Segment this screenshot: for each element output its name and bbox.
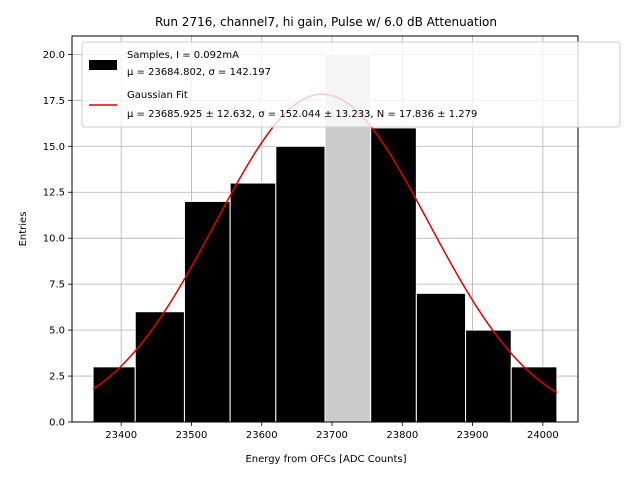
x-tick-label: 23900 [457, 430, 489, 441]
y-tick-label: 10.0 [43, 234, 65, 245]
histogram-bar [415, 292, 467, 423]
x-tick-label: 23600 [246, 430, 278, 441]
plot-frame [71, 35, 579, 423]
x-axis-ticks: 23400 23500 23600 23700 23800 23900 24000 [105, 422, 559, 441]
histogram-bar [229, 182, 277, 423]
x-tick-label: 24000 [527, 430, 559, 441]
y-tick-label: 20.0 [43, 50, 65, 61]
legend: Samples, I = 0.092mA μ = 23684.802, σ = … [81, 41, 621, 128]
chart-title: Run 2716, channel7, hi gain, Pulse w/ 6.… [155, 15, 497, 29]
x-tick-label: 23400 [105, 430, 137, 441]
y-tick-label: 17.5 [43, 96, 65, 107]
y-tick-label: 7.5 [49, 280, 65, 291]
histogram-bar [134, 311, 185, 423]
x-axis-label: Energy from OFCs [ADC Counts] [245, 454, 406, 465]
legend-fit-line2: μ = 23685.925 ± 12.632, σ = 152.044 ± 13… [127, 109, 477, 120]
x-tick-label: 23500 [176, 430, 208, 441]
histogram-bar [275, 145, 326, 423]
y-axis-label: Entries [18, 212, 29, 247]
x-tick-label: 23700 [316, 430, 348, 441]
y-tick-label: 12.5 [43, 188, 65, 199]
x-tick-label: 23800 [386, 430, 418, 441]
histogram-bar [465, 329, 512, 423]
y-tick-label: 0.0 [49, 418, 65, 429]
legend-samples-swatch [89, 60, 117, 70]
histogram-bar [370, 127, 417, 423]
histogram-bar [510, 366, 558, 423]
y-tick-label: 2.5 [49, 372, 65, 383]
y-tick-label: 15.0 [43, 142, 65, 153]
histogram-bar [92, 366, 136, 423]
y-axis-ticks: 0.0 2.5 5.0 7.5 10.0 12.5 15.0 17.5 20.0 [43, 50, 72, 429]
y-tick-label: 5.0 [49, 326, 65, 337]
legend-samples-line1: Samples, I = 0.092mA [127, 50, 239, 61]
histogram-bar [183, 200, 231, 423]
legend-fit-line1: Gaussian Fit [127, 90, 188, 101]
legend-samples-line2: μ = 23684.802, σ = 142.197 [127, 67, 271, 78]
legend-box [81, 41, 621, 128]
